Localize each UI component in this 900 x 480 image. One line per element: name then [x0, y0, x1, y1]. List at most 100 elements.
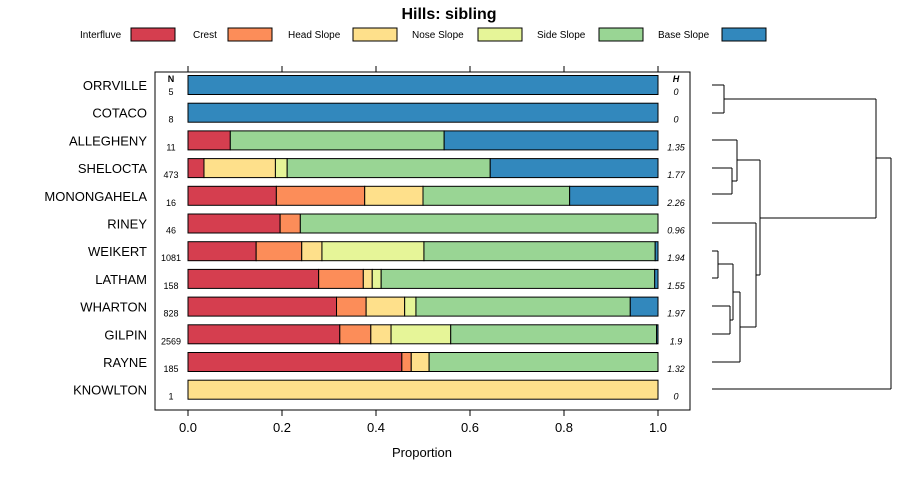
n-value: 158	[163, 281, 178, 291]
row-label: GILPIN	[104, 327, 147, 342]
bar-segment	[428, 352, 659, 372]
legend-swatch	[721, 27, 767, 42]
plot-frame	[154, 71, 691, 411]
n-value: 1	[168, 392, 173, 402]
dendrogram-branch	[712, 140, 738, 195]
bar-segment	[229, 130, 445, 151]
bar-segment	[629, 296, 659, 317]
dendrogram-branch	[712, 139, 737, 194]
h-value: 0.96	[667, 226, 685, 236]
h-value: 0	[673, 115, 678, 125]
bar-segment	[422, 185, 571, 206]
x-tick-label: 1.0	[649, 420, 667, 435]
bar-segment	[187, 268, 320, 289]
legend-swatch	[352, 27, 398, 42]
bar-rows: ORRVILLE 5 0 COTACO 8 0 ALLEGHENY 11 1.35 SHELOCT…	[44, 75, 686, 402]
bar-segment	[404, 296, 417, 317]
bar-segment	[279, 213, 301, 234]
bar-segment	[415, 296, 631, 317]
n-value: 8	[168, 115, 173, 125]
bar-segment	[274, 158, 288, 179]
dendrogram-branch	[724, 98, 877, 219]
h-value: 1.97	[667, 309, 686, 319]
dendrogram-branch	[712, 292, 756, 363]
legend-label: Head Slope	[288, 30, 341, 41]
h-value: 2.26	[666, 198, 685, 208]
dendrogram-branch	[712, 84, 725, 114]
bar-segment	[336, 296, 367, 317]
h-value: 1.32	[667, 364, 685, 374]
dendrogram-branch	[712, 159, 760, 224]
legend-label: Base Slope	[658, 30, 710, 41]
row-label: KNOWLTON	[73, 383, 147, 398]
dendrogram-branch	[730, 264, 740, 321]
h-value: 0	[673, 87, 678, 97]
bar-row: MONONGAHELA 16 2.26	[44, 185, 685, 208]
x-axis: 0.0 0.2 0.4 0.6 0.8 1.0	[179, 66, 667, 435]
x-axis-label: Proportion	[392, 445, 452, 460]
x-tick-label: 0.8	[555, 420, 573, 435]
n-value: 2569	[161, 336, 181, 346]
h-value: 1.9	[670, 336, 683, 346]
bar-row: RINEY 46 0.96	[107, 213, 685, 236]
h-column-header: H	[673, 74, 680, 84]
bar-segment	[321, 241, 425, 262]
x-tick-label: 0.4	[367, 420, 385, 435]
bar-row: COTACO 8 0	[92, 102, 679, 125]
bar-segment	[318, 268, 364, 289]
n-value: 46	[166, 226, 176, 236]
bar-segment	[365, 296, 406, 317]
bar-segment	[450, 324, 658, 345]
n-value: 5	[168, 87, 173, 97]
row-label: RAYNE	[103, 355, 147, 370]
dendrogram	[712, 84, 892, 390]
bar-segment	[187, 379, 659, 400]
bar-row: ORRVILLE 5 0	[83, 75, 679, 97]
h-value: 1.77	[667, 170, 686, 180]
bar-segment	[301, 241, 323, 262]
bar-segment	[187, 130, 231, 151]
bar-segment	[390, 324, 452, 345]
legend-swatch	[598, 27, 644, 42]
row-label: COTACO	[92, 106, 147, 121]
bar-segment	[362, 268, 373, 289]
legend-label: Nose Slope	[412, 30, 464, 41]
legend-label: Interfluve	[80, 30, 122, 41]
bar-segment	[654, 241, 659, 262]
row-label: ALLEGHENY	[69, 133, 147, 148]
n-value: 11	[166, 142, 175, 152]
bar-segment	[656, 324, 659, 345]
bar-row: KNOWLTON 1 0	[73, 379, 679, 402]
n-value: 1081	[161, 253, 181, 263]
bar-segment	[443, 130, 659, 151]
dendrogram-branch	[755, 160, 761, 327]
bar-row: SHELOCTA 473 1.77	[78, 158, 686, 180]
bar-row: GILPIN 2569 1.9	[104, 324, 683, 346]
n-value: 16	[166, 198, 176, 208]
row-label: ORRVILLE	[83, 78, 147, 93]
legend-label: Crest	[193, 30, 217, 41]
bar-segment	[187, 75, 659, 95]
row-label: RINEY	[107, 217, 147, 232]
bar-segment	[187, 213, 281, 234]
h-value: 1.94	[667, 253, 685, 263]
bar-segment	[187, 324, 341, 345]
bar-row: LATHAM 158 1.55	[95, 268, 686, 291]
row-label: MONONGAHELA	[44, 189, 147, 204]
x-tick-label: 0.2	[273, 420, 291, 435]
row-label: SHELOCTA	[78, 161, 147, 176]
chart-title: Hills: sibling	[401, 6, 496, 23]
bar-row: ALLEGHENY 11 1.35	[69, 130, 686, 152]
dendrogram-branch	[712, 250, 719, 279]
bar-segment	[339, 324, 372, 345]
dendrogram-branch	[712, 263, 733, 335]
h-value: 1.35	[667, 142, 686, 152]
dendrogram-branch	[712, 157, 892, 390]
bar-segment	[654, 268, 659, 289]
bar-segment	[371, 268, 382, 289]
bar-segment	[255, 241, 303, 262]
bar-segment	[187, 102, 659, 123]
bar-segment	[187, 185, 277, 206]
bar-segment	[423, 241, 656, 262]
